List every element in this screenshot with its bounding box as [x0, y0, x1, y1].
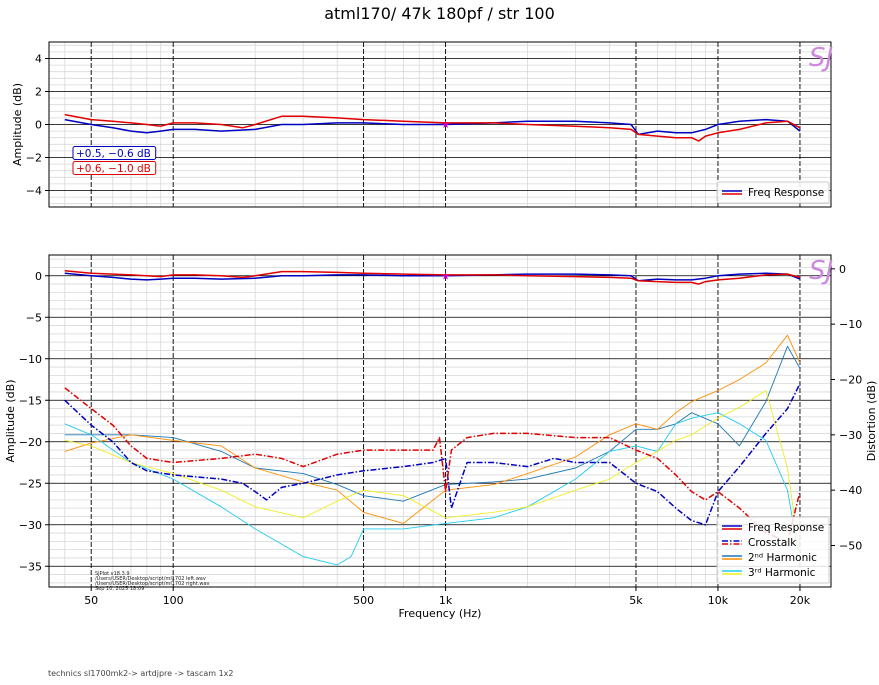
- legend-label: 2ⁿᵈ Harmonic: [748, 552, 817, 564]
- y-axis-label: Amplitude (dB): [4, 380, 17, 463]
- y2-axis-label: Distortion (dB): [865, 381, 878, 462]
- series-line-3-harmonic-right: [64, 390, 801, 557]
- chart-title: atml170/ 47k 180pf / str 100: [324, 4, 555, 23]
- series-line-crosstalk-left: [64, 383, 801, 526]
- legend-box: [716, 516, 830, 584]
- x-tick-label: 500: [353, 594, 374, 607]
- series-line-freq-response-left: [64, 118, 801, 136]
- y2-tick-label: −40: [839, 484, 862, 497]
- legend-label: 3ʳᵈ Harmonic: [748, 567, 816, 579]
- plot-frame: [48, 254, 832, 588]
- range-annotation: +0.5, −0.6 dB: [76, 148, 151, 160]
- x-tick-label: 50: [84, 594, 98, 607]
- legend-label: Freq Response: [748, 187, 824, 199]
- series-group: [64, 270, 801, 566]
- x-tick-label: 10k: [708, 594, 729, 607]
- top-panel: 4 2 0 −2 −4 Amplitude (dB) SJ ★ Freq Response +0.…: [11, 41, 833, 208]
- series-line-2-harmonic-left: [64, 345, 801, 502]
- y2-tick-label: −50: [839, 540, 862, 553]
- series-line-3-harmonic-left: [64, 412, 801, 566]
- y-tick-label: 2: [35, 86, 42, 99]
- range-annotation-box: [72, 146, 157, 160]
- bottom-panel: 0 −5 −10 −15 −20 −25 −30 −35 0 −10 −20 −30 −40 −50 50 1…: [4, 254, 878, 620]
- info-line: /Users/USER/Desktop/script/ml1702 right.…: [95, 581, 210, 587]
- range-annotation: +0.6, −1.0 dB: [76, 163, 151, 175]
- y2-tick-label: 0: [839, 263, 846, 276]
- legend-box: [716, 181, 830, 204]
- y-tick-label: −5: [26, 311, 42, 324]
- y2-tick-label: −20: [839, 374, 862, 387]
- y-tick-label: −10: [19, 353, 42, 366]
- x-axis-label: Frequency (Hz): [399, 607, 482, 620]
- series-line-2-harmonic-right: [64, 334, 801, 524]
- y2-tick-label: −10: [839, 318, 862, 331]
- series-group: [64, 113, 801, 142]
- y-tick-label: −25: [19, 477, 42, 490]
- y-tick-label: 0: [35, 270, 42, 283]
- y-tick-label: −2: [26, 152, 42, 165]
- info-line: Sep 10, 2025 18:09: [95, 586, 144, 592]
- reference-marker: ★: [441, 271, 450, 282]
- series-line-freq-response-left: [64, 272, 801, 282]
- y-tick-label: −20: [19, 436, 42, 449]
- y-tick-label: 0: [35, 119, 42, 132]
- footer-text: technics sl1700mk2-> artdjpre -> tascam …: [48, 669, 234, 678]
- range-annotation-box: [72, 161, 157, 175]
- info-line: /Users/USER/Desktop/script/ml1702 left.w…: [95, 576, 206, 582]
- info-block: SJPlot v18.3.9 /Users/USER/Desktop/scrip…: [95, 571, 210, 592]
- y2-tick-label: −30: [839, 429, 862, 442]
- reference-marker: ★: [441, 120, 450, 131]
- y-tick-label: 4: [35, 53, 42, 66]
- y-tick-label: −30: [19, 519, 42, 532]
- x-tick-label: 5k: [629, 594, 643, 607]
- series-line-crosstalk-right: [64, 387, 801, 543]
- y-tick-label: −35: [19, 560, 42, 573]
- watermark-logo: SJ: [809, 256, 833, 286]
- legend-label: Crosstalk: [748, 537, 797, 549]
- x-tick-label: 1k: [439, 594, 453, 607]
- legend-label: Freq Response: [748, 522, 824, 534]
- watermark-logo: SJ: [809, 43, 833, 73]
- info-line: SJPlot v18.3.9: [95, 571, 130, 577]
- x-tick-label: 20k: [790, 594, 811, 607]
- y-tick-label: −15: [19, 394, 42, 407]
- y-tick-label: −4: [26, 185, 42, 198]
- series-line-freq-response-right: [64, 113, 801, 142]
- y-axis-label: Amplitude (dB): [11, 83, 24, 166]
- series-line-freq-response-right: [64, 270, 801, 285]
- x-tick-label: 100: [163, 594, 184, 607]
